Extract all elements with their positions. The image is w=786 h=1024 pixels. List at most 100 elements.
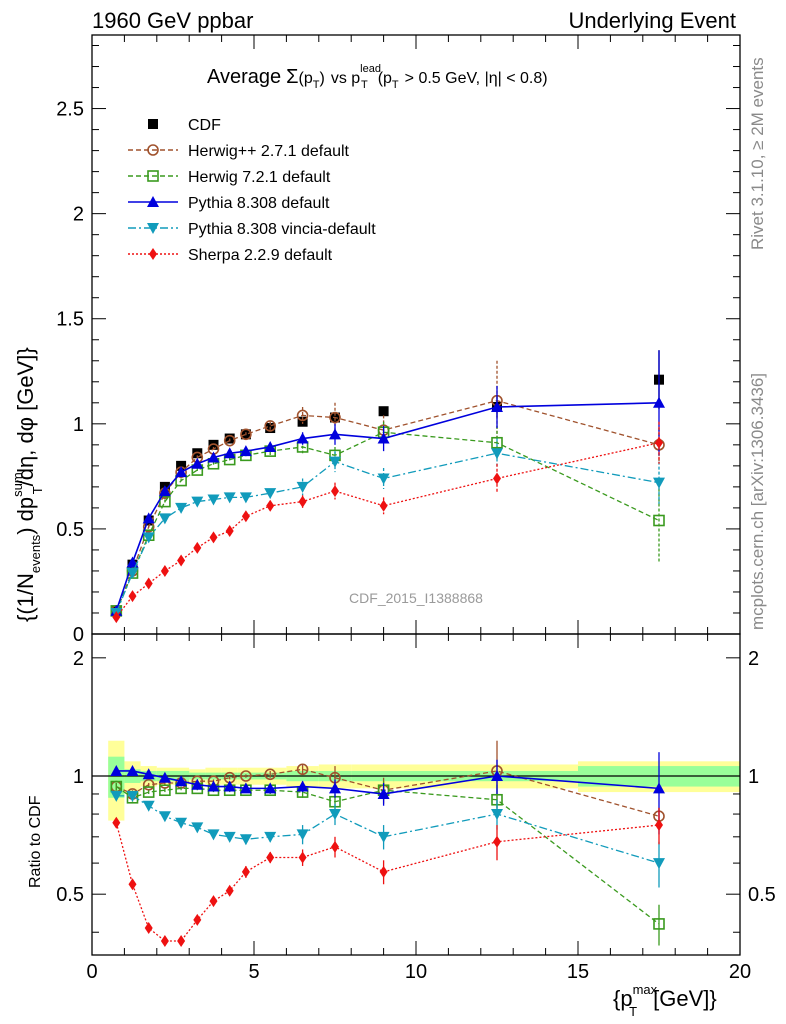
y-tick-label: 1 (73, 414, 84, 436)
pythia-point (175, 466, 188, 478)
pythia-ratio-point (110, 764, 123, 776)
ratio-y-tick-label: 0.5 (56, 884, 84, 906)
rivet-version-text: Rivet 3.1.10, ≥ 2M events (748, 57, 767, 250)
herwig7-ratio-point (142, 786, 155, 798)
sherpa-ratio-point (193, 913, 202, 926)
vincia-ratio-point (158, 811, 171, 823)
vincia-ratio-point (239, 834, 252, 846)
pythia-ratio-point (223, 780, 236, 792)
plot-title: Average Σ(pT) vs plead T (pT > 0.5 GeV, |η| <… (207, 63, 548, 91)
vincia-point (158, 513, 171, 525)
vincia-point (142, 532, 155, 544)
main-y-axis-label: {(1/Nevents) dpsum T/dη, dφ [GeV]} (10, 347, 45, 622)
sherpa-ratio-point (241, 865, 250, 878)
ratio-plot-frame (91, 633, 741, 956)
x-tick-label: 0 (86, 961, 97, 983)
x-tick-label: 20 (729, 961, 751, 983)
pythia-point (377, 432, 390, 444)
sherpa-point (112, 611, 121, 624)
sherpa-point (331, 485, 339, 498)
ratio-y-tick-label-right: 2 (748, 648, 759, 670)
vincia-ratio-point (377, 831, 390, 843)
sherpa-point (379, 499, 388, 512)
pythia-point (653, 396, 665, 408)
pythia-ratio-point (329, 782, 341, 794)
legend-label-sherpa: Sherpa 2.2.9 default (188, 247, 333, 264)
x-axis-label: {pmax T[GeV]} (613, 982, 717, 1019)
vincia-point (239, 492, 252, 504)
pythia-point (142, 512, 155, 524)
vincia-ratio-point (653, 858, 665, 870)
ratio-y-tick-label: 2 (73, 648, 84, 670)
pythia-point (223, 447, 236, 459)
pythia-ratio-point (296, 780, 309, 792)
legend-marker-herwig7 (147, 170, 159, 182)
vincia-point (653, 477, 665, 489)
cdf-point (378, 406, 389, 417)
pythia-ratio-point (207, 780, 220, 792)
pythia-ratio-point (239, 782, 252, 794)
vincia-ratio-point (191, 822, 204, 834)
vincia-point (377, 473, 390, 485)
pythia-point (329, 428, 341, 440)
herwigpp-point (329, 411, 341, 424)
ratio-plot-panel: 0.5 0.51 12 20 5 10 15 20 (56, 633, 776, 983)
legend-marker-cdf (148, 119, 158, 129)
pythia-point (264, 440, 277, 452)
vincia-point (264, 488, 277, 500)
pythia-ratio-point (491, 770, 503, 782)
herwigpp-point (240, 428, 252, 441)
sherpa-point (266, 499, 275, 512)
y-tick-label: 1.5 (56, 309, 84, 331)
vincia-ratio-point (264, 831, 277, 843)
y-tick-label: 2 (73, 204, 84, 226)
pythia-point (207, 451, 220, 463)
herwigpp-ratio-point (296, 763, 309, 776)
sherpa-point (128, 590, 137, 603)
sherpa-ratio-point (177, 934, 186, 947)
ratio-y-tick-label-right: 0.5 (748, 884, 776, 906)
herwigpp-ratio-point (240, 770, 252, 782)
pythia-ratio-point (264, 782, 277, 794)
vincia-ratio-point (207, 829, 220, 841)
sherpa-ratio-point (331, 840, 339, 853)
sherpa-ratio-point (379, 865, 388, 878)
pythia-point (491, 401, 503, 413)
legend-marker-vincia (147, 223, 159, 234)
pythia-ratio-point (142, 768, 155, 780)
sherpa-point (298, 495, 307, 508)
x-tick-label: 5 (248, 961, 259, 983)
sherpa-point (177, 554, 186, 567)
vincia-point (491, 448, 503, 460)
header-left: 1960 GeV ppbar (92, 8, 253, 33)
y-tick-label: 0 (73, 624, 84, 646)
vincia-point (175, 502, 188, 514)
vincia-ratio-point (110, 790, 123, 802)
vincia-ratio-point (175, 817, 188, 829)
pythia-ratio-point (126, 764, 139, 776)
vincia-point (191, 496, 204, 508)
header-right: Underlying Event (568, 8, 736, 33)
sherpa-ratio-point (655, 819, 663, 832)
vincia-ratio-point (223, 831, 236, 843)
vincia-ratio-point (329, 809, 341, 821)
vincia-point (329, 456, 341, 468)
pythia-point (239, 445, 252, 457)
herwigpp-ratio-point (142, 778, 155, 791)
legend-label-herwig7: Herwig 7.2.1 default (188, 169, 331, 186)
sherpa-ratio-point (225, 884, 234, 897)
ratio-y-tick-label-right: 1 (748, 766, 759, 788)
sherpa-point (225, 525, 234, 538)
sherpa-ratio-point (128, 878, 137, 891)
main-plot-panel: 0 0.5 1 1.5 2 2.5 (56, 34, 741, 646)
sherpa-ratio-point (298, 851, 307, 864)
herwig7-point (491, 436, 503, 449)
sherpa-ratio-point (112, 816, 121, 829)
legend-marker-pythia (147, 196, 159, 207)
pythia-ratio-point (158, 771, 171, 783)
sherpa-point (144, 577, 153, 590)
analysis-id-watermark: CDF_2015_I1388868 (349, 590, 483, 606)
pythia-ratio-point (191, 778, 204, 790)
ratio-y-tick-label: 1 (73, 766, 84, 788)
